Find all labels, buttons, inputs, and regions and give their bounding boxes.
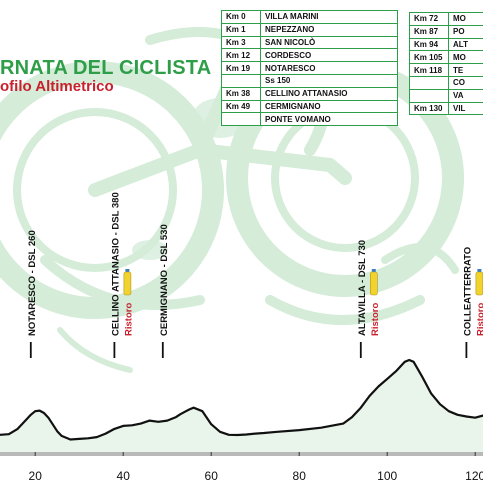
route-km: Km 130 xyxy=(409,101,449,116)
x-tick-label: 100 xyxy=(377,469,397,483)
chart-title: RNATA DEL CICLISTA xyxy=(0,57,212,79)
bottle-cap xyxy=(125,269,130,272)
annotation-label: CERMIGNANO - DSL 530 xyxy=(159,224,170,336)
x-tick-label: 60 xyxy=(205,469,219,483)
route-row: CO xyxy=(409,75,483,90)
bottle-icon xyxy=(369,271,378,296)
ristoro-label: Ristoro xyxy=(370,303,381,336)
bottle-icon xyxy=(123,271,132,296)
bottle-icon xyxy=(475,271,483,296)
route-place: PONTE VOMANO xyxy=(260,112,398,127)
route-row: Km 0 VILLA MARINI xyxy=(221,10,398,24)
route-table-left: Km 0 VILLA MARINI Km 1 NEPEZZANO Km 3 SAN NIC… xyxy=(221,10,398,127)
route-row: Km 87 PO xyxy=(409,24,483,39)
route-row: Km 19 NOTARESCO xyxy=(221,61,398,75)
route-row: Km 130 VIL xyxy=(409,101,483,116)
ristoro-label: Ristoro xyxy=(475,303,483,336)
x-tick-label: 40 xyxy=(117,469,131,483)
profile-area xyxy=(0,360,483,455)
annotation-label: CELLINO ATTANASIO - DSL 380 xyxy=(110,192,121,336)
chart-subtitle: ofilo Altimetrico xyxy=(0,78,114,95)
annotation-label: COLLEATTERRATO xyxy=(462,247,473,336)
route-table-right: Km 72 MO Km 87 PO Km 94 ALT Km 105 MO Km 118 TE CO… xyxy=(409,12,483,116)
route-row: Km 38 CELLINO ATTANASIO xyxy=(221,86,398,101)
route-row: VA xyxy=(409,88,483,103)
annotation-label: NOTARESCO - DSL 260 xyxy=(27,230,38,336)
route-row: PONTE VOMANO xyxy=(221,112,398,127)
ristoro-label: Ristoro xyxy=(123,303,134,336)
route-place: VIL xyxy=(448,101,483,116)
x-tick-label: 20 xyxy=(29,469,43,483)
x-tick-label: 120 xyxy=(465,469,483,483)
route-row: Km 49 CERMIGNANO xyxy=(221,99,398,114)
annotation-label: ALTAVILLA - DSL 730 xyxy=(357,240,368,336)
route-row: Km 12 CORDESCO xyxy=(221,48,398,63)
route-row: Km 72 MO xyxy=(409,12,483,26)
profile-line xyxy=(0,358,483,441)
bottle-cap xyxy=(371,269,376,272)
x-tick-label: 80 xyxy=(293,469,307,483)
bottle-cap xyxy=(477,269,482,272)
